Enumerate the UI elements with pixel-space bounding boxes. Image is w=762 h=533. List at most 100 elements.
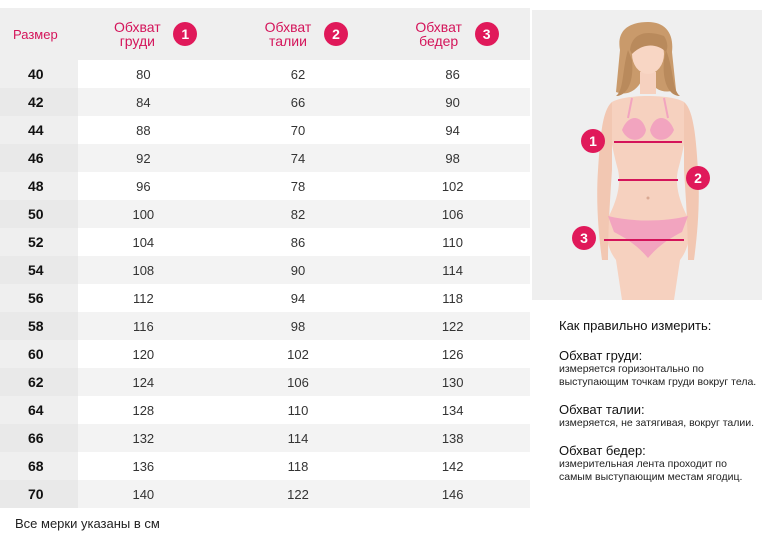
hips-number-badge: 3	[474, 22, 499, 46]
waist-cell: 122	[287, 486, 309, 502]
waist-cell: 78	[290, 178, 306, 194]
instructions-title: Как правильно измерить:	[559, 318, 712, 333]
waist-cell: 106	[287, 374, 309, 390]
woman-figure-illustration: 1 2 3	[572, 22, 710, 300]
instruction-chest-title: Обхват груди:	[559, 348, 643, 363]
table-row: 60 120 102 126	[0, 340, 530, 368]
table-row: 48 96 78 102	[0, 172, 530, 200]
size-cell: 58	[0, 312, 78, 340]
chest-cell: 100	[132, 206, 155, 222]
hips-cell: 130	[441, 374, 464, 390]
measurement-instructions: Как правильно измерить: Обхват груди: из…	[559, 318, 759, 497]
hips-cell: 94	[445, 122, 460, 138]
waist-cell: 82	[290, 206, 306, 222]
size-cell: 64	[0, 396, 78, 424]
waist-cell: 66	[290, 94, 306, 110]
table-row: 46 92 74 98	[0, 144, 530, 172]
table-row: 68 136 118 142	[0, 452, 530, 480]
hips-column-header: Обхват бедер 3	[379, 20, 530, 48]
waist-cell: 90	[290, 262, 306, 278]
marker-3-label: 3	[580, 230, 588, 246]
chest-cell: 92	[136, 150, 151, 166]
waist-number-badge: 2	[323, 22, 348, 46]
chest-cell: 124	[132, 374, 155, 390]
chest-cell: 136	[132, 458, 155, 474]
size-cell: 50	[0, 200, 78, 228]
table-row: 52 104 86 110	[0, 228, 530, 256]
chest-cell: 132	[132, 430, 155, 446]
chest-cell: 128	[132, 402, 155, 418]
size-cell: 48	[0, 172, 78, 200]
size-column-header: Размер	[13, 26, 58, 42]
table-row: 56 112 94 118	[0, 284, 530, 312]
table-body: 40 80 62 86 42 84 66 90 44 88 70 94 46 92 74 98 48 96 78 10…	[0, 60, 530, 508]
hips-cell: 126	[441, 346, 464, 362]
size-cell: 42	[0, 88, 78, 116]
chest-cell: 84	[136, 94, 151, 110]
instruction-hips-title: Обхват бедер:	[559, 443, 646, 458]
waist-cell: 110	[287, 402, 309, 418]
waist-column-header: Обхват талии 2	[229, 20, 380, 48]
chest-number-badge: 1	[173, 22, 198, 46]
table-row: 44 88 70 94	[0, 116, 530, 144]
hips-cell: 102	[441, 178, 464, 194]
hips-cell: 86	[445, 66, 460, 82]
size-cell: 66	[0, 424, 78, 452]
size-cell: 44	[0, 116, 78, 144]
waist-cell: 86	[290, 234, 306, 250]
waist-cell: 114	[287, 430, 309, 446]
hips-cell: 98	[445, 150, 460, 166]
table-row: 62 124 106 130	[0, 368, 530, 396]
hips-cell: 110	[442, 234, 464, 250]
body-measurement-figure: 1 2 3	[532, 10, 762, 300]
table-row: 54 108 90 114	[0, 256, 530, 284]
marker-2-label: 2	[694, 170, 702, 186]
instruction-waist: Обхват талии: измеряется, не затягивая, …	[559, 402, 759, 430]
instruction-hips: Обхват бедер: измерительная лента проход…	[559, 443, 759, 484]
size-cell: 54	[0, 256, 78, 284]
hips-cell: 138	[441, 430, 464, 446]
hips-cell: 146	[441, 486, 464, 502]
hips-cell: 114	[442, 262, 464, 278]
chest-cell: 96	[136, 178, 151, 194]
size-cell: 68	[0, 452, 78, 480]
marker-2-icon	[686, 166, 710, 190]
table-row: 58 116 98 122	[0, 312, 530, 340]
chest-cell: 120	[132, 346, 155, 362]
chest-column-header: Обхват груди 1	[78, 20, 229, 48]
size-cell: 70	[0, 480, 78, 508]
marker-1-label: 1	[589, 133, 597, 149]
hips-header-label: Обхват бедер	[415, 19, 462, 49]
waist-cell: 94	[290, 290, 306, 306]
instruction-waist-desc: измеряется, не затягивая, вокруг талии.	[559, 417, 755, 429]
marker-3-icon	[572, 226, 596, 250]
hips-cell: 90	[445, 94, 460, 110]
chest-header-label: Обхват груди	[114, 19, 161, 49]
chest-cell: 140	[132, 486, 155, 502]
instruction-chest-desc: измеряется горизонтально по выступающим …	[559, 363, 757, 388]
hips-cell: 118	[442, 290, 464, 306]
table-row: 64 128 110 134	[0, 396, 530, 424]
chest-cell: 112	[132, 290, 154, 306]
size-cell: 46	[0, 144, 78, 172]
table-row: 70 140 122 146	[0, 480, 530, 508]
table-row: 50 100 82 106	[0, 200, 530, 228]
waist-cell: 98	[290, 318, 306, 334]
instruction-hips-desc: измерительная лента проходит по самым вы…	[559, 458, 743, 483]
size-table: Размер Обхват груди 1 Обхват талии 2 Обх…	[0, 8, 530, 508]
instruction-waist-title: Обхват талии:	[559, 402, 645, 417]
table-row: 42 84 66 90	[0, 88, 530, 116]
chest-cell: 108	[132, 262, 155, 278]
size-cell: 40	[0, 60, 78, 88]
table-row: 40 80 62 86	[0, 60, 530, 88]
waist-cell: 118	[287, 458, 309, 474]
chest-cell: 116	[132, 318, 154, 334]
chest-cell: 88	[136, 122, 151, 138]
size-cell: 62	[0, 368, 78, 396]
hips-cell: 134	[441, 402, 464, 418]
waist-header-label: Обхват талии	[264, 19, 312, 49]
hips-cell: 122	[441, 318, 464, 334]
chest-cell: 104	[132, 234, 155, 250]
size-cell: 52	[0, 228, 78, 256]
marker-1-icon	[581, 129, 605, 153]
